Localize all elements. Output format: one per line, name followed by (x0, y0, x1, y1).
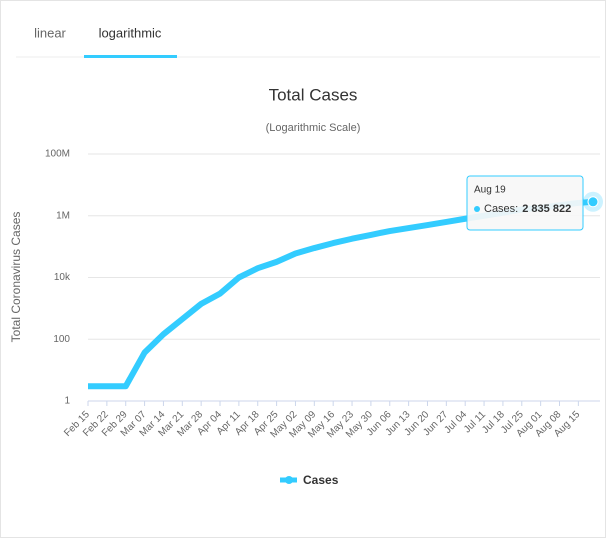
legend-label: Cases (303, 473, 339, 487)
tab-logarithmic[interactable]: logarithmic (99, 25, 162, 40)
tab-linear[interactable]: linear (34, 25, 66, 40)
tooltip-label: Cases: (484, 203, 518, 215)
y-tick-label: 1 (64, 396, 70, 407)
chart-title: Total Cases (269, 85, 358, 104)
tooltip-value: 2 835 822 (522, 203, 571, 215)
tooltip-box (466, 175, 584, 231)
y-tick-label: 10k (54, 272, 71, 283)
tooltip-dot (474, 206, 480, 212)
tooltip-date: Aug 19 (474, 185, 506, 196)
y-tick-label: 100 (53, 334, 70, 345)
active-tab-underline (84, 55, 177, 58)
tooltip-text: Cases: 2 835 822 (484, 203, 571, 215)
hover-point (587, 196, 599, 208)
legend-symbol-dot (285, 476, 293, 484)
y-tick-label: 1M (56, 210, 70, 221)
y-axis-label: Total Coronavirus Cases (9, 212, 23, 343)
chart-subtitle: (Logarithmic Scale) (266, 122, 361, 134)
y-tick-label: 100M (45, 149, 70, 160)
